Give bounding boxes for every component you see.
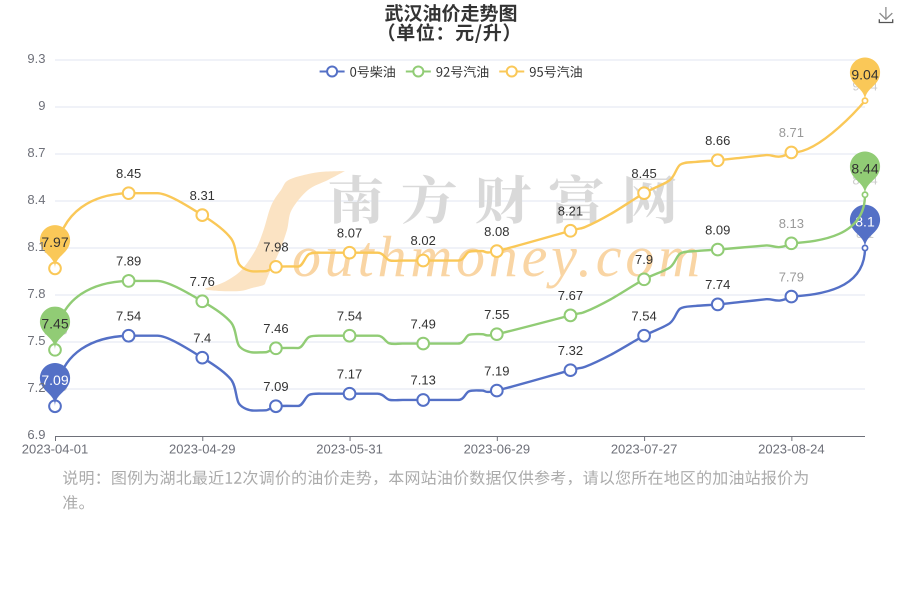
svg-text:7.2: 7.2 [27, 380, 45, 395]
svg-text:8.4: 8.4 [27, 192, 45, 207]
svg-text:8.13: 8.13 [779, 216, 804, 231]
svg-text:2023-06-29: 2023-06-29 [464, 442, 531, 457]
svg-text:7.54: 7.54 [631, 308, 656, 323]
svg-text:7.32: 7.32 [558, 343, 583, 358]
svg-text:7.09: 7.09 [263, 379, 288, 394]
svg-text:7.09: 7.09 [41, 372, 68, 388]
svg-text:8.07: 8.07 [337, 225, 362, 240]
svg-text:7.4: 7.4 [193, 330, 211, 345]
svg-text:7.76: 7.76 [190, 274, 215, 289]
svg-text:2023-07-27: 2023-07-27 [611, 442, 678, 457]
svg-text:7.8: 7.8 [27, 286, 45, 301]
svg-text:2023-04-29: 2023-04-29 [169, 442, 236, 457]
svg-text:7.98: 7.98 [263, 240, 288, 255]
svg-text:7.5: 7.5 [27, 333, 45, 348]
svg-text:7.54: 7.54 [337, 308, 362, 323]
svg-text:2023-04-01: 2023-04-01 [22, 442, 89, 457]
svg-text:9: 9 [38, 98, 45, 113]
svg-text:7.45: 7.45 [41, 315, 68, 331]
svg-text:7.49: 7.49 [411, 316, 436, 331]
svg-text:8.21: 8.21 [558, 203, 583, 218]
svg-text:7.17: 7.17 [337, 366, 362, 381]
svg-text:9.3: 9.3 [27, 51, 45, 66]
svg-text:8.66: 8.66 [705, 133, 730, 148]
svg-text:9.04: 9.04 [851, 66, 878, 82]
svg-text:8.1: 8.1 [27, 239, 45, 254]
svg-text:2023-08-24: 2023-08-24 [758, 442, 825, 457]
svg-text:7.13: 7.13 [411, 373, 436, 388]
svg-text:7.89: 7.89 [116, 254, 141, 269]
svg-text:7.46: 7.46 [263, 321, 288, 336]
svg-text:8.45: 8.45 [631, 166, 656, 181]
svg-text:8.31: 8.31 [190, 188, 215, 203]
svg-text:2023-05-31: 2023-05-31 [316, 442, 383, 457]
svg-text:8.1: 8.1 [855, 214, 875, 230]
svg-text:8.02: 8.02 [411, 233, 436, 248]
svg-text:7.79: 7.79 [779, 269, 804, 284]
svg-text:8.09: 8.09 [705, 222, 730, 237]
svg-text:8.44: 8.44 [851, 160, 878, 176]
svg-text:7.74: 7.74 [705, 277, 730, 292]
svg-text:7.97: 7.97 [41, 234, 68, 250]
svg-text:7.55: 7.55 [484, 307, 509, 322]
svg-text:8.71: 8.71 [779, 125, 804, 140]
svg-text:7.19: 7.19 [484, 363, 509, 378]
svg-text:7.67: 7.67 [558, 288, 583, 303]
svg-text:8.45: 8.45 [116, 166, 141, 181]
svg-text:6.9: 6.9 [27, 427, 45, 442]
svg-text:7.9: 7.9 [635, 252, 653, 267]
svg-text:8.08: 8.08 [484, 224, 509, 239]
svg-text:7.54: 7.54 [116, 308, 141, 323]
svg-text:8.7: 8.7 [27, 145, 45, 160]
